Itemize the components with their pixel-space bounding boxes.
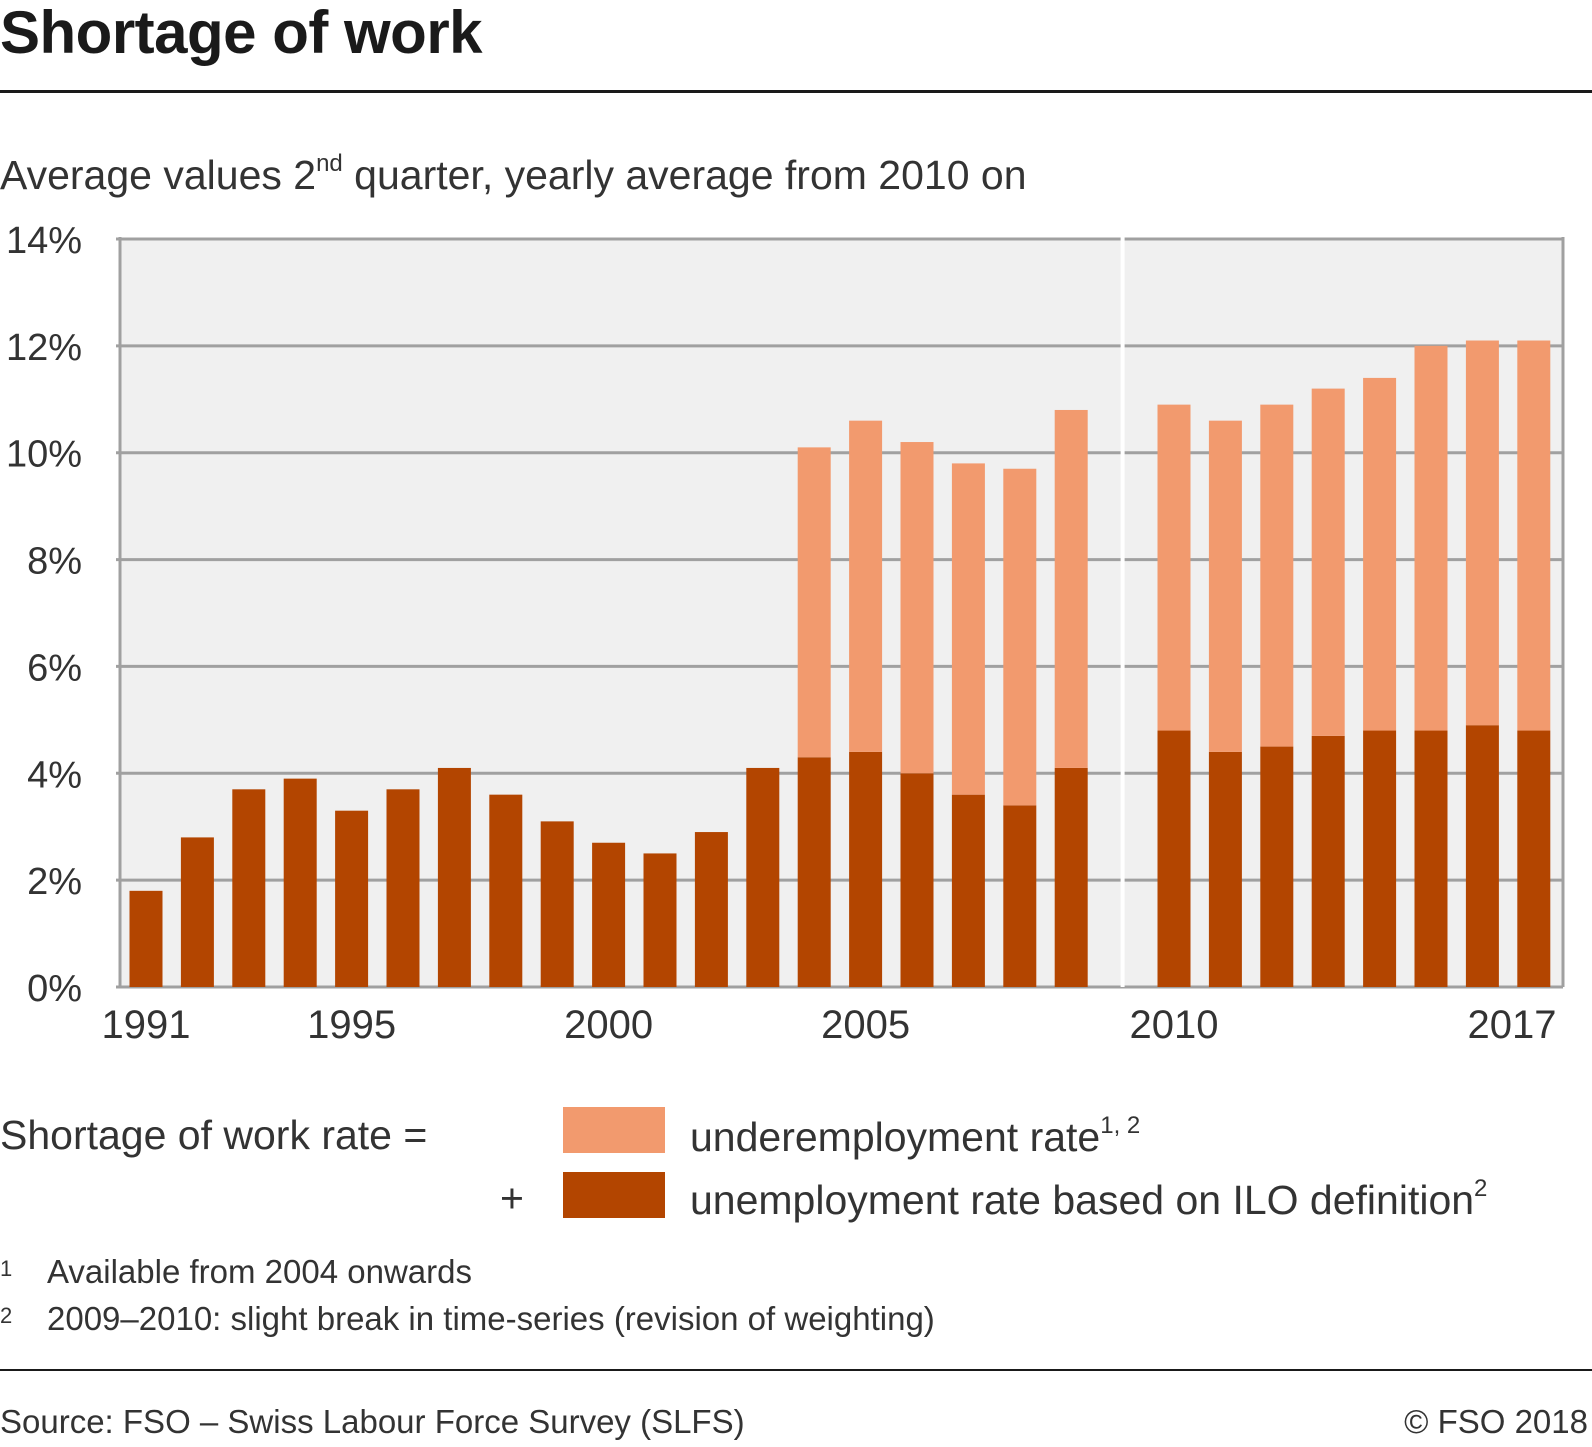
y-tick-label: 10%	[6, 434, 82, 476]
x-tick-label: 2017	[1468, 1003, 1557, 1047]
bar-underemployment-2017	[1517, 340, 1551, 731]
bar-underemployment-2015	[1414, 345, 1448, 731]
y-tick-label: 14%	[6, 220, 82, 262]
legend-unemployment-label: unemployment rate based on ILO definitio…	[690, 1175, 1488, 1223]
footnote-2-number: 2	[0, 1303, 13, 1328]
bar-unemployment-2005	[849, 751, 883, 987]
legend-title: Shortage of work rate =	[0, 1112, 428, 1158]
bar-unemployment-1993	[232, 789, 266, 987]
bar-unemployment-2001	[643, 853, 677, 987]
bar-underemployment-2013	[1311, 388, 1345, 736]
bar-unemployment-2014	[1363, 730, 1397, 987]
source-note: Source: FSO – Swiss Labour Force Survey …	[0, 1403, 745, 1440]
bar-unemployment-1995	[335, 810, 369, 987]
bar-unemployment-1996	[386, 789, 420, 987]
y-tick-label: 2%	[27, 861, 82, 903]
bar-underemployment-2012	[1260, 404, 1294, 747]
bar-underemployment-2008	[1003, 468, 1037, 806]
bar-underemployment-2004	[797, 447, 831, 758]
bar-underemployment-2016	[1465, 340, 1499, 726]
chart-subtitle: Average values 2nd quarter, yearly avera…	[0, 150, 1027, 198]
bar-unemployment-1991	[129, 890, 163, 987]
x-tick-label: 1995	[307, 1003, 396, 1047]
x-tick-label: 2000	[564, 1003, 653, 1047]
legend-underemployment-label: underemployment rate1, 2	[690, 1112, 1141, 1160]
bar-unemployment-2003	[746, 767, 780, 987]
underemployment-swatch	[563, 1107, 665, 1153]
bar-unemployment-1998	[489, 794, 523, 987]
y-tick-label: 6%	[27, 647, 82, 689]
bar-unemployment-2013	[1311, 735, 1345, 987]
bar-unemployment-2008	[1003, 805, 1037, 987]
top-rule	[0, 90, 1592, 93]
legend-plus: +	[500, 1175, 524, 1221]
x-tick-label: 1991	[102, 1003, 191, 1047]
series-break-line	[1120, 237, 1125, 987]
bar-underemployment-2009	[1054, 409, 1088, 768]
copyright: © FSO 2018	[1404, 1403, 1588, 1440]
x-tick-label: 2010	[1130, 1003, 1219, 1047]
bar-underemployment-2007	[951, 463, 985, 795]
bar-unemployment-2017	[1517, 730, 1551, 987]
bar-unemployment-2011	[1208, 751, 1242, 987]
y-tick-label: 12%	[6, 327, 82, 369]
y-tick-label: 8%	[27, 541, 82, 583]
bar-unemployment-2000	[592, 842, 626, 987]
bar-unemployment-1997	[437, 767, 471, 987]
bar-unemployment-1992	[180, 837, 214, 987]
bar-unemployment-2012	[1260, 746, 1294, 987]
bar-unemployment-1994	[283, 778, 317, 987]
bottom-rule	[0, 1369, 1592, 1371]
bar-unemployment-2007	[951, 794, 985, 987]
footnote-2-text: 2009–2010: slight break in time-series (…	[47, 1300, 935, 1337]
chart-title: Shortage of work	[0, 0, 483, 66]
footnote-1-text: Available from 2004 onwards	[47, 1253, 472, 1290]
bar-underemployment-2006	[900, 442, 934, 774]
bar-underemployment-2014	[1363, 377, 1397, 731]
bar-underemployment-2005	[849, 420, 883, 752]
bar-unemployment-1999	[540, 821, 574, 987]
bar-unemployment-2015	[1414, 730, 1448, 987]
bar-underemployment-2011	[1208, 420, 1242, 752]
bar-unemployment-2016	[1465, 725, 1499, 987]
bar-unemployment-2009	[1054, 767, 1088, 987]
bar-unemployment-2004	[797, 757, 831, 987]
y-tick-label: 4%	[27, 754, 82, 796]
subtitle-superscript: nd	[316, 150, 343, 177]
x-tick-label: 2005	[821, 1003, 910, 1047]
bar-underemployment-2010	[1157, 404, 1191, 731]
footnote-1-number: 1	[0, 1256, 13, 1281]
stacked-bar-chart: 0% 2% 4% 6% 8% 10% 12% 14% 1991 1995 2000 2005 2010 2…	[6, 220, 1565, 1047]
bar-unemployment-2010	[1157, 730, 1191, 987]
bar-unemployment-2002	[694, 832, 728, 987]
bar-unemployment-2006	[900, 773, 934, 987]
y-tick-label: 0%	[27, 968, 82, 1010]
unemployment-swatch	[563, 1172, 665, 1218]
